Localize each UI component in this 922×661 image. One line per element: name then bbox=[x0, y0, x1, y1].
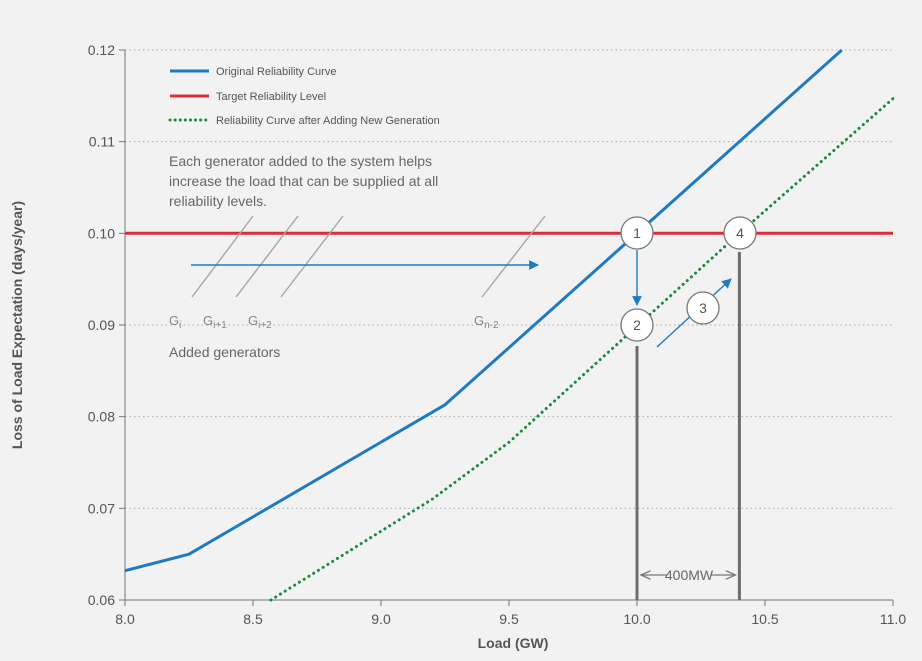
callout-circle-3 bbox=[686, 291, 720, 325]
description-line-1: Each generator added to the system helps bbox=[169, 153, 432, 169]
tick-labels: 0.06 0.07 0.08 0.09 0.10 0.11 0.12 8.0 8.5 9.0 9.5… bbox=[88, 42, 907, 627]
series-line-new-generation-curve bbox=[269, 97, 895, 602]
x-tick-label-1: 8.5 bbox=[243, 611, 263, 627]
description-line-2: increase the load that can be supplied a… bbox=[169, 173, 438, 189]
y-tick-label-6: 0.12 bbox=[88, 42, 115, 58]
legend-label-original-reliability-curve: Original Reliability Curve bbox=[216, 66, 336, 78]
grid-lines bbox=[125, 49, 893, 601]
y-axis-title: Loss of Load Expectation (days/year) bbox=[9, 201, 25, 449]
difference-label: 400MW bbox=[665, 567, 714, 583]
x-tick-label-2: 9.0 bbox=[371, 611, 391, 627]
generator-hatch-2 bbox=[280, 215, 344, 298]
vertical-markers bbox=[635, 252, 741, 600]
x-tick-label-6: 11.0 bbox=[880, 611, 906, 627]
legend: Original Reliability Curve Target Reliabi… bbox=[168, 66, 440, 127]
generator-label-1: Gi+1 bbox=[203, 313, 227, 331]
callout-number-1: 1 bbox=[633, 225, 641, 241]
callout-number-3: 3 bbox=[699, 300, 707, 316]
generator-hatch-3 bbox=[481, 215, 546, 298]
callout-circle-4 bbox=[723, 216, 757, 250]
y-tick-label-0: 0.06 bbox=[88, 592, 115, 608]
x-tick-label-0: 8.0 bbox=[115, 611, 135, 627]
legend-label-new-generation-curve: Reliability Curve after Adding New Gener… bbox=[216, 115, 440, 127]
series-lines bbox=[124, 48, 895, 602]
y-tick-label-3: 0.09 bbox=[88, 317, 115, 333]
x-axis-title: Load (GW) bbox=[478, 635, 549, 651]
callout-circle-2 bbox=[620, 308, 654, 342]
generator-hatch-1 bbox=[235, 215, 299, 298]
added-generators-label: Added generators bbox=[169, 344, 280, 360]
description-line-3: reliability levels. bbox=[169, 193, 267, 209]
series-line-original-reliability-curve bbox=[124, 48, 843, 573]
x-tick-label-5: 10.5 bbox=[751, 611, 778, 627]
generator-hatches bbox=[191, 215, 546, 298]
callout-number-2: 2 bbox=[633, 317, 641, 333]
generator-label-3: Gn-2 bbox=[474, 313, 499, 331]
callout-circles: 1 2 3 4 bbox=[620, 216, 757, 342]
x-tick-label-3: 9.5 bbox=[499, 611, 519, 627]
y-tick-label-1: 0.07 bbox=[88, 500, 115, 516]
annotations: Each generator added to the system helps… bbox=[169, 153, 714, 583]
legend-label-target-reliability-level: Target Reliability Level bbox=[216, 91, 326, 103]
x-tick-label-4: 10.0 bbox=[623, 611, 650, 627]
generator-label-0: Gi bbox=[169, 313, 181, 331]
y-tick-label-4: 0.10 bbox=[88, 225, 115, 241]
callout-circle-1 bbox=[620, 216, 654, 250]
callout-number-4: 4 bbox=[736, 225, 744, 241]
generator-hatch-0 bbox=[191, 215, 254, 298]
y-tick-label-5: 0.11 bbox=[89, 134, 115, 150]
y-tick-label-2: 0.08 bbox=[88, 409, 115, 425]
axes bbox=[119, 49, 894, 606]
generator-label-2: Gi+2 bbox=[248, 313, 272, 331]
